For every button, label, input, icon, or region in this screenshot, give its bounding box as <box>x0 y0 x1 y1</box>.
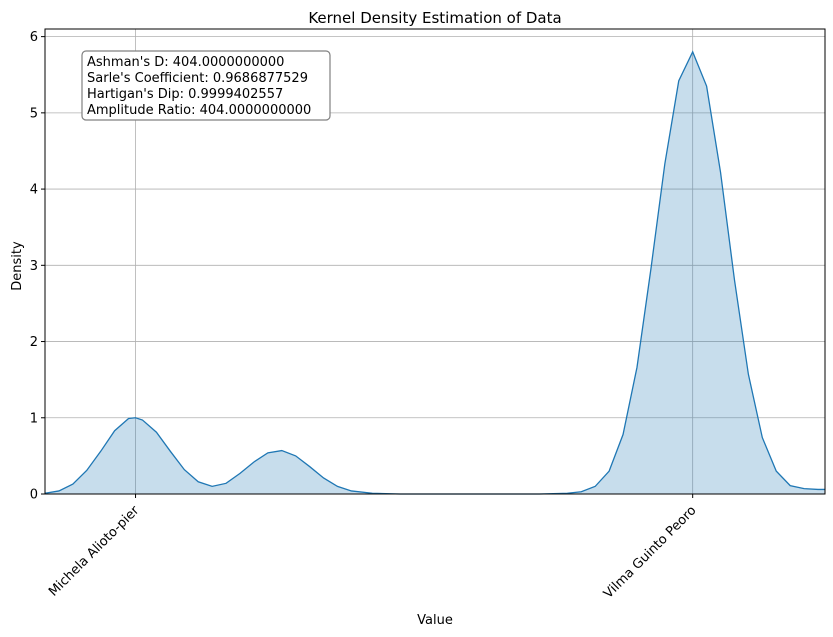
y-tick-label: 1 <box>30 411 38 426</box>
y-tick-label: 5 <box>30 106 38 121</box>
x-tick-label: Vilma Guinto Peoro <box>601 503 700 602</box>
x-ticks: Michela Alioto-pier Vilma Guinto Peoro <box>46 494 700 602</box>
y-tick-label: 4 <box>30 183 38 198</box>
annotation-ashmans-d: Ashman's D: 404.0000000000 <box>87 55 284 70</box>
y-tick-label: 6 <box>30 30 38 45</box>
x-tick-label: Michela Alioto-pier <box>46 503 143 600</box>
x-axis-label: Value <box>417 613 453 628</box>
annotation-amplitude-ratio: Amplitude Ratio: 404.0000000000 <box>87 103 311 118</box>
y-tick-label: 3 <box>30 259 38 274</box>
annotation-frame <box>81 50 331 121</box>
plot-frame <box>44 28 826 495</box>
y-tick-label: 0 <box>30 488 38 503</box>
annotation-sarles-coefficient: Sarle's Coefficient: 0.9686877529 <box>87 71 308 86</box>
chart-title: Kernel Density Estimation of Data <box>308 9 561 27</box>
stats-annotation-box: Ashman's D: 404.0000000000 Sarle's Coeff… <box>81 50 331 121</box>
y-tick-label: 2 <box>30 335 38 350</box>
annotation-hartigans-dip: Hartigan's Dip: 0.9999402557 <box>87 87 283 102</box>
density-fill <box>45 51 825 495</box>
y-axis-label: Density <box>10 241 25 291</box>
y-ticks: 0 1 2 3 4 5 6 <box>30 30 45 503</box>
